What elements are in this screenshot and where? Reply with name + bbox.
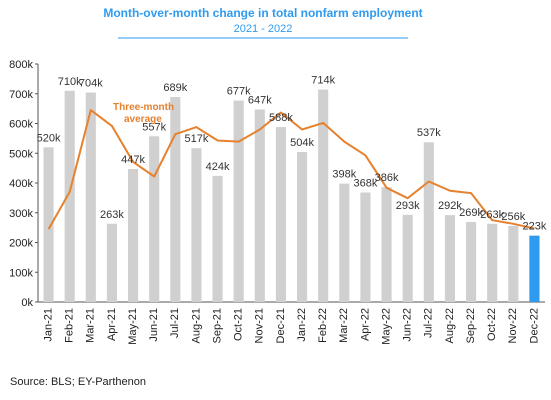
data-label: 386k [375, 172, 399, 184]
bar-series [43, 89, 540, 303]
x-tick-label: Nov-21 [254, 308, 266, 343]
x-tick-label: Dec-22 [528, 308, 540, 343]
bar [212, 175, 223, 302]
x-tick-label: Feb-22 [317, 308, 329, 343]
x-tick-label: Jul-22 [423, 308, 435, 338]
data-label: 263k [100, 209, 124, 221]
y-tick-label: 500k [9, 148, 33, 160]
bar [444, 215, 456, 302]
y-tick-label: 700k [9, 89, 33, 101]
three-month-average-line [47, 109, 535, 230]
data-label: 647k [248, 95, 272, 107]
data-label: 292k [438, 200, 462, 212]
x-tick-label: Nov-22 [507, 308, 519, 343]
data-label: 710k [58, 76, 82, 88]
y-tick-label: 600k [9, 119, 33, 131]
x-tick-label: Aug-21 [190, 308, 202, 343]
bar [318, 89, 329, 303]
data-label: 263k [480, 209, 504, 221]
x-tick-label: Jan-22 [296, 308, 308, 342]
bar [381, 187, 392, 302]
x-axis-labels: Jan-21 Feb-21 Mar-21 Apr-21 May-21 Jun-21 Jul-… [42, 308, 540, 345]
data-label: 689k [163, 82, 187, 94]
bar [529, 235, 540, 302]
data-label: 424k [206, 161, 230, 173]
data-label: 588k [269, 112, 293, 124]
bar [339, 183, 350, 302]
x-tick-label: Feb-21 [64, 308, 76, 343]
x-tick-label: Apr-21 [106, 308, 118, 341]
y-tick-label: 400k [9, 178, 33, 190]
x-tick-label: May-21 [127, 308, 139, 345]
y-tick-label: 800k [9, 59, 33, 71]
x-tick-label: Sep-21 [211, 308, 223, 343]
bar [149, 136, 160, 302]
data-label: 537k [417, 127, 441, 139]
y-tick-label: 300k [9, 208, 33, 220]
data-label: 368k [354, 178, 378, 190]
data-label: 677k [227, 86, 251, 98]
average-annotation-line1: Three-month [113, 102, 174, 113]
bar [465, 221, 477, 302]
data-label: 293k [396, 200, 420, 212]
chart-title: Month-over-month change in total nonfarm… [103, 6, 422, 20]
bar [508, 225, 519, 302]
x-tick-label: Oct-21 [233, 308, 245, 341]
x-tick-label: Jun-22 [402, 308, 414, 342]
y-tick-label: 0k [21, 297, 33, 309]
bar [360, 192, 371, 302]
bar [64, 90, 75, 303]
x-tick-label: Dec-21 [275, 308, 287, 343]
bar [254, 109, 265, 302]
bar [127, 169, 139, 302]
x-tick-label: Aug-22 [444, 308, 456, 343]
data-label: 517k [185, 133, 209, 145]
data-label: 223k [523, 221, 547, 233]
x-tick-label: Jan-21 [42, 308, 54, 342]
data-label: 714k [311, 75, 335, 87]
bar [191, 148, 202, 302]
source-note: Source: BLS; EY-Parthenon [10, 376, 146, 388]
chart-subtitle: 2021 - 2022 [234, 23, 293, 35]
data-label: 398k [332, 169, 356, 181]
average-annotation-line2: average [124, 114, 162, 125]
y-tick-label: 100k [9, 267, 33, 279]
bar [85, 92, 96, 302]
data-label: 504k [290, 137, 314, 149]
average-line-path [47, 109, 535, 230]
y-axis-ticks: 0k 100k 200k 300k 400k 500k 600k 700k 800k [9, 59, 545, 309]
data-label: 520k [37, 132, 61, 144]
bar [106, 223, 118, 302]
bar [487, 223, 498, 302]
x-tick-label: Oct-22 [486, 308, 498, 341]
x-tick-label: Jun-21 [148, 308, 160, 342]
data-label: 447k [121, 154, 145, 166]
bar [233, 100, 244, 302]
average-annotation: Three-month average [113, 102, 177, 125]
x-tick-label: May-22 [380, 308, 392, 345]
bar [296, 152, 308, 302]
data-label: 704k [79, 78, 103, 90]
x-tick-label: Mar-21 [85, 308, 97, 343]
x-tick-label: Jul-21 [169, 308, 181, 338]
x-tick-label: Mar-22 [338, 308, 350, 343]
data-label: 557k [142, 121, 166, 133]
x-tick-label: Sep-22 [465, 308, 477, 343]
bar [43, 147, 54, 302]
data-label: 269k [459, 207, 483, 219]
bar [402, 214, 413, 302]
y-tick-label: 200k [9, 238, 33, 250]
data-label: 256k [501, 211, 525, 223]
bar [423, 142, 434, 302]
bar [170, 97, 181, 303]
x-tick-label: Apr-22 [359, 308, 371, 341]
bar [275, 127, 287, 302]
